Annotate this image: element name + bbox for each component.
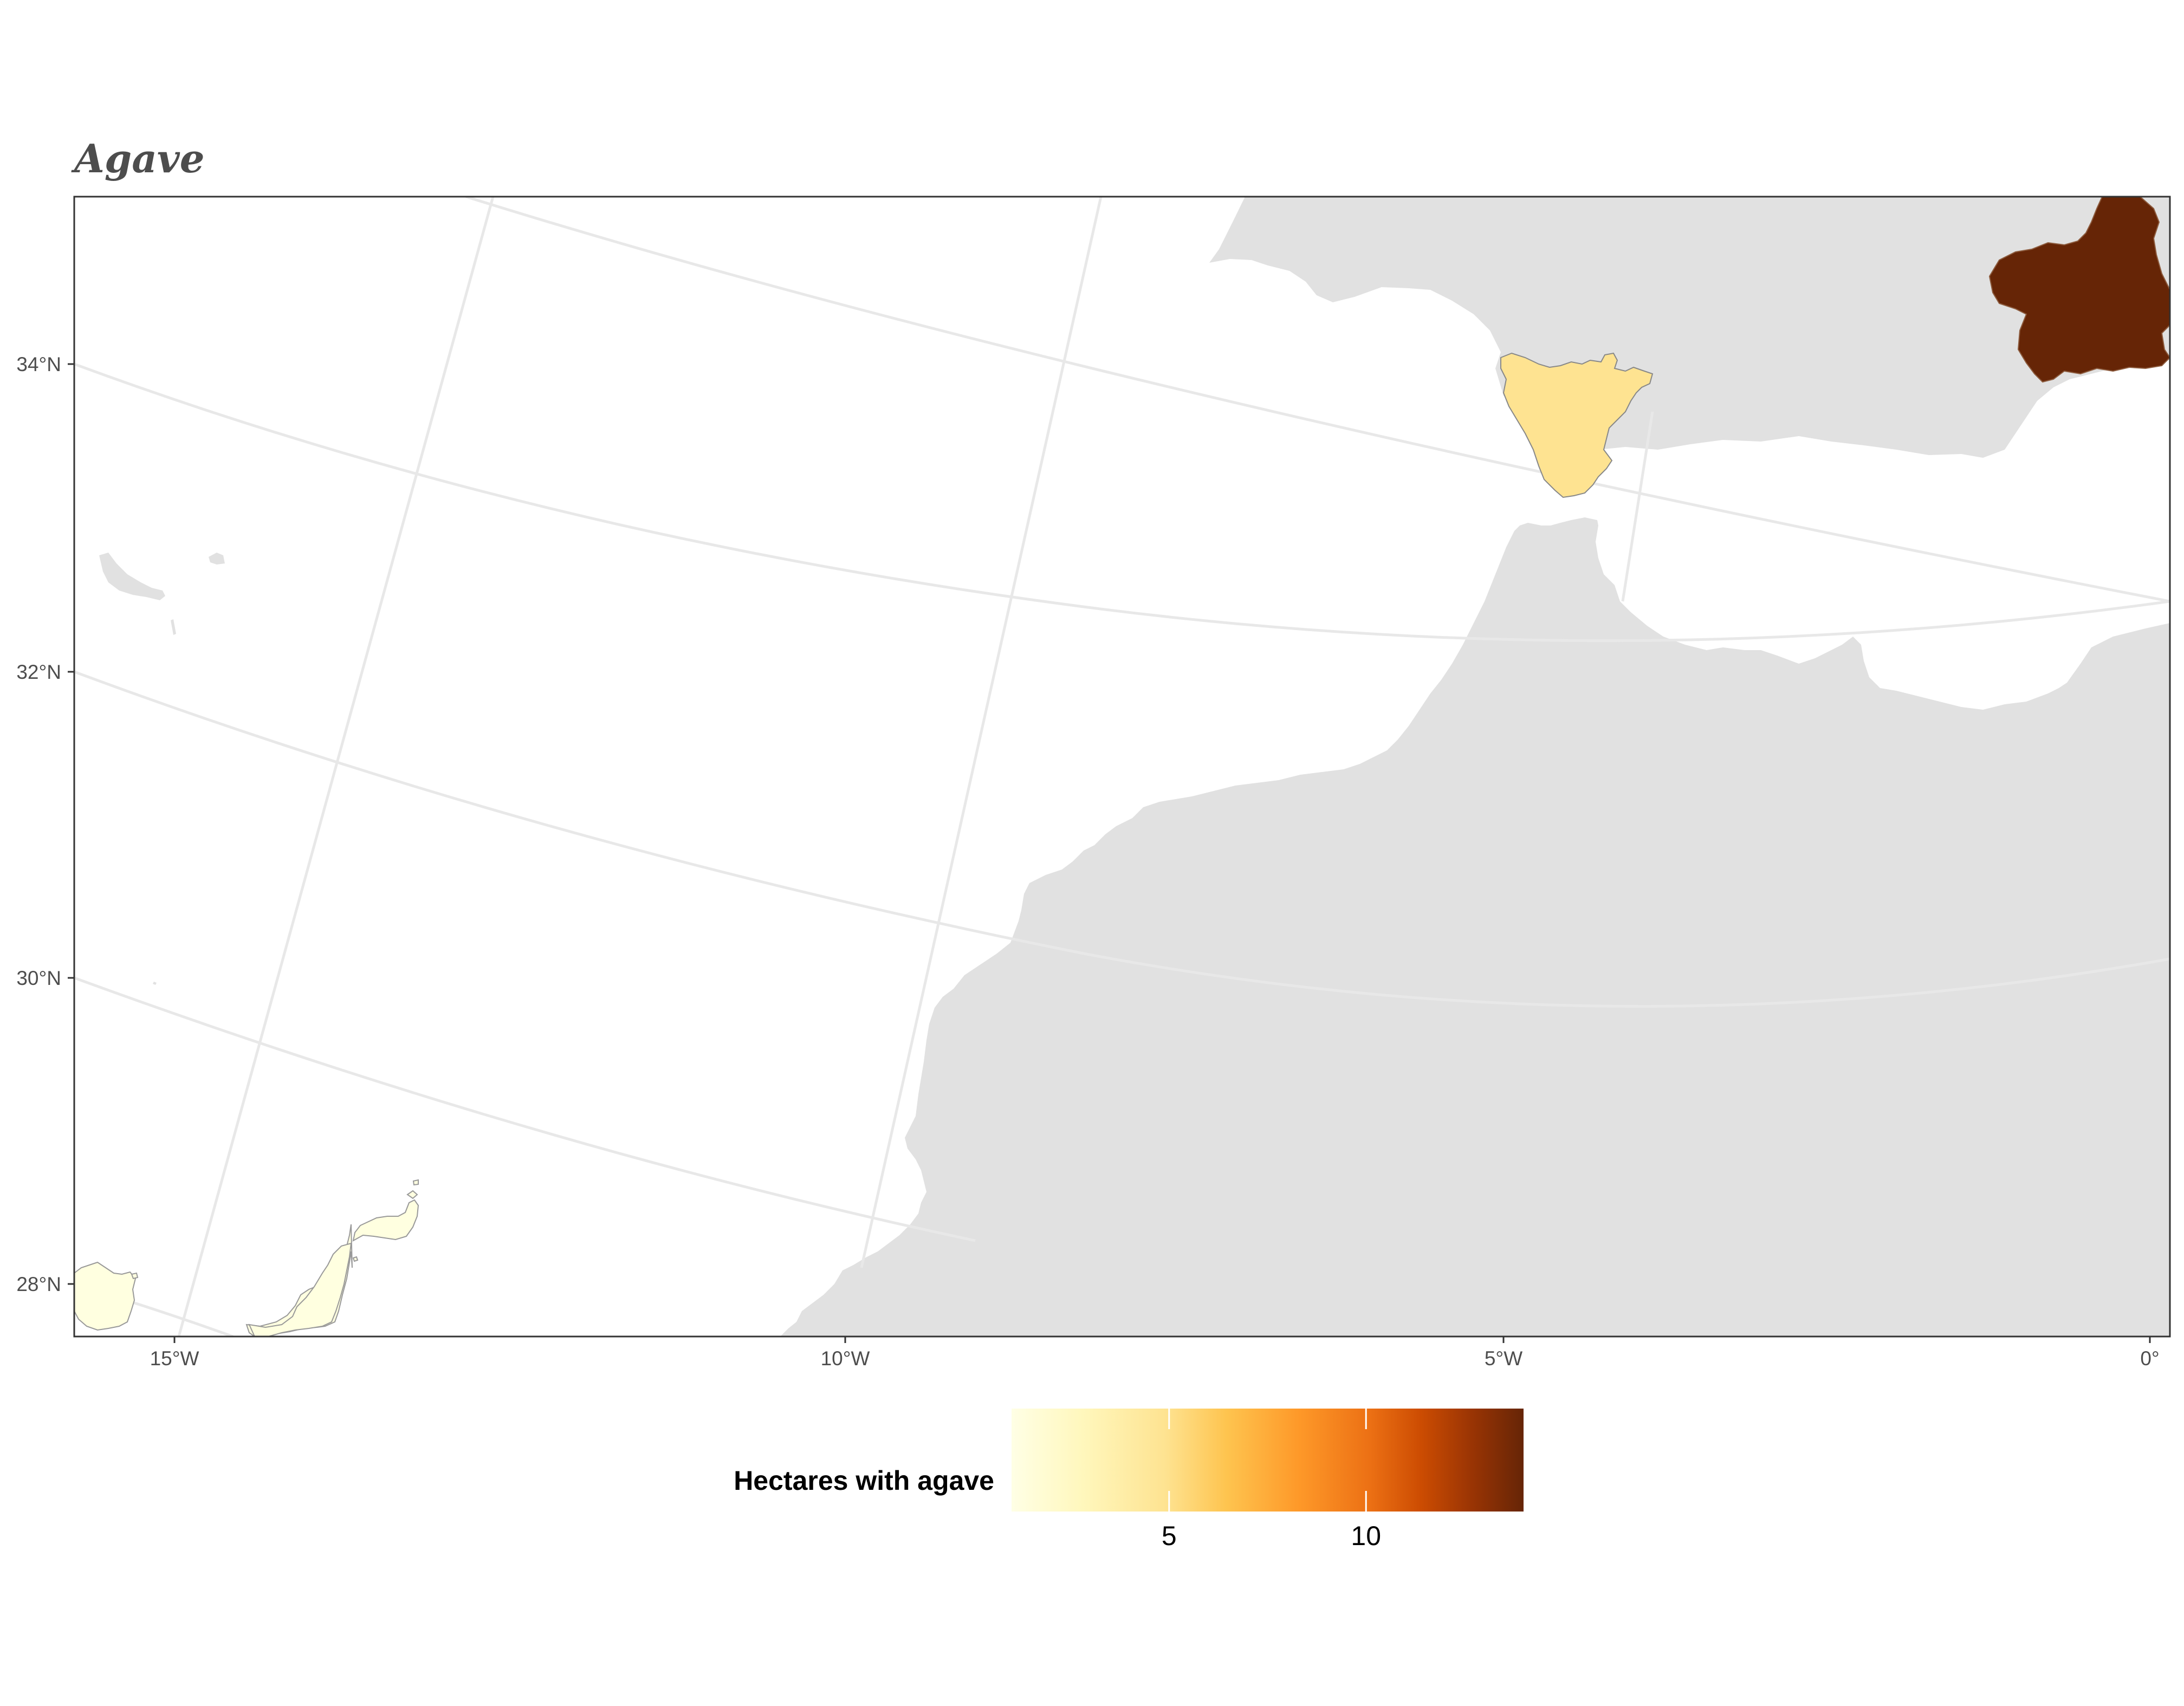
graticule-lon-5w [1621,411,1654,602]
iberia-land [1209,197,2170,458]
lat-label-32: 32°N [16,661,61,683]
lat-label-28: 28°N [16,1273,61,1295]
region-fuerteventura-main [248,1242,352,1337]
map-panel [74,197,2170,1337]
panel-border [73,196,2171,1338]
legend-ticks: 5 10 [1162,1409,1381,1551]
graticule-lon-10w [860,197,1103,1268]
region-alegranza [412,1179,419,1186]
region-cadiz [1500,352,1654,498]
graticule-lat-30 [74,976,976,1242]
madeira-land [99,553,165,600]
africa-land [780,517,2170,1337]
lat-axis: 34°N 32°N 30°N 28°N [16,353,74,1295]
region-lanzarote [352,1199,419,1242]
lon-label-0: 0° [2140,1347,2159,1370]
region-gran-canaria-islet [131,1272,139,1280]
desertas-land [171,619,176,635]
lon-label-10w: 10°W [821,1347,870,1370]
selvagens-land [153,982,157,985]
legend: Hectares with agave 5 10 [734,1409,1524,1551]
legend-tick-label: 5 [1162,1521,1177,1551]
region-la-graciosa [406,1190,418,1199]
graticule-lat-34 [74,362,2170,643]
graticule-lat-32 [74,670,2170,1008]
map-title: Agave [71,135,205,181]
porto-santo-land [209,553,225,565]
legend-tick-label: 10 [1351,1521,1381,1551]
lon-axis: 15°W 10°W 5°W 0° [150,1337,2160,1370]
legend-colorbar [1012,1409,1524,1512]
lon-label-15w: 15°W [150,1347,199,1370]
graticule-lat-36 [465,197,2170,603]
lat-label-34: 34°N [16,353,61,375]
region-murcia [1988,197,2170,383]
legend-title: Hectares with agave [734,1465,994,1496]
lat-label-30: 30°N [16,967,61,989]
graticule-lon-15w [177,197,495,1337]
region-gran-canaria [74,1261,137,1331]
region-lobos-islet [352,1256,359,1262]
lon-label-5w: 5°W [1485,1347,1522,1370]
